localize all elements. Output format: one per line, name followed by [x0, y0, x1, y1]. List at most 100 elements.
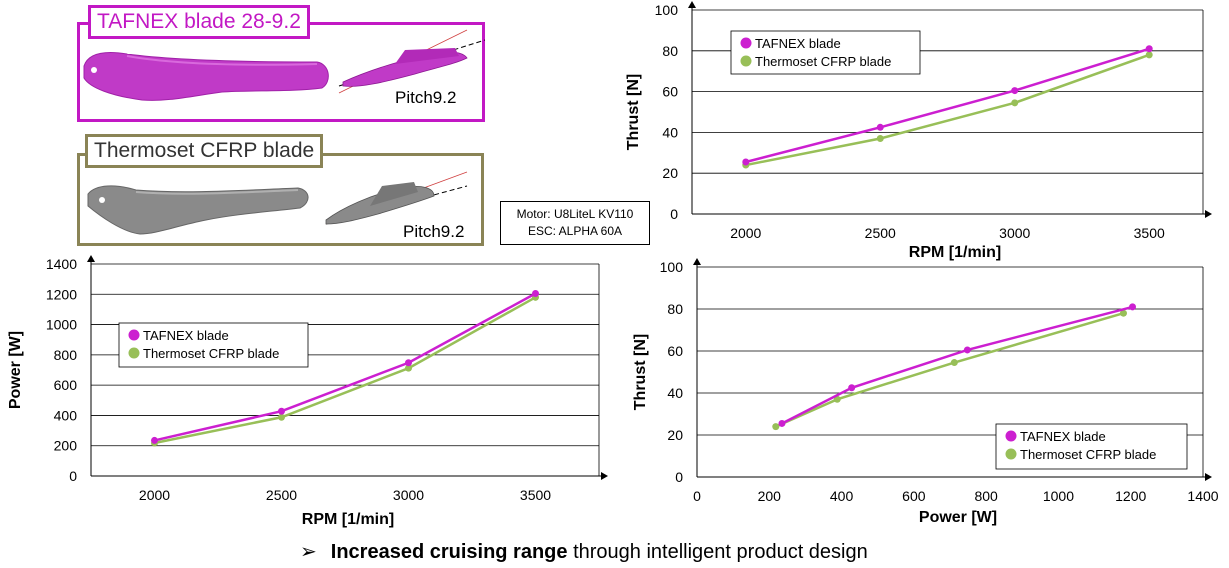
- x-tick-label: 1000: [1043, 488, 1074, 504]
- tafnex-pitch-label: Pitch9.2: [395, 88, 457, 107]
- legend-label: TAFNEX blade: [1020, 429, 1106, 444]
- x-tick-label: 1400: [1187, 488, 1218, 504]
- series-line-tafnex: [745, 47, 1150, 164]
- y-tick-label: 0: [69, 468, 77, 484]
- x-tick-label: 1200: [1115, 488, 1146, 504]
- y-tick-label: 1000: [46, 317, 77, 333]
- motor-label: Motor: U8LiteL KV110: [516, 207, 634, 221]
- series-line-tafnex: [154, 292, 537, 442]
- arrow-bullet-icon: ➢: [300, 541, 317, 563]
- power-rpm-chart: 0 200 400 600 800 1000 1200 1400 2000 2500 3000 350…: [7, 255, 608, 528]
- data-point-cfrp: [950, 359, 958, 367]
- tafnex-blade-title: TAFNEX blade 28-9.2: [88, 5, 310, 39]
- series-line-cfrp: [154, 296, 537, 445]
- x-tick-label: 3500: [1134, 225, 1165, 241]
- data-point-tafnex: [1129, 303, 1137, 311]
- tafnex-blade-image: [83, 52, 329, 101]
- x-tick-label: 600: [902, 488, 926, 504]
- y-tick-label: 400: [54, 407, 78, 423]
- legend-box: [118, 322, 309, 368]
- x-axis-arrow-icon: [1205, 473, 1212, 481]
- data-point-cfrp: [833, 395, 841, 403]
- series-line-cfrp: [775, 312, 1124, 428]
- data-point-cfrp: [772, 423, 780, 431]
- y-tick-label: 200: [54, 438, 78, 454]
- y-axis-label: Power [W]: [7, 331, 24, 409]
- y-axis-label: Thrust [N]: [632, 334, 649, 410]
- data-point-tafnex: [405, 359, 412, 367]
- y-tick-label: 0: [670, 206, 678, 222]
- series-line-tafnex: [781, 305, 1133, 425]
- x-tick-label: 2000: [139, 487, 170, 503]
- y-tick-label: 100: [660, 259, 684, 275]
- legend-label: Thermoset CFRP blade: [755, 54, 891, 69]
- data-point-tafnex: [532, 290, 539, 298]
- data-point-tafnex: [848, 384, 856, 392]
- data-point-tafnex: [1145, 45, 1153, 53]
- y-tick-label: 60: [662, 84, 678, 100]
- tafnex-blade-side-view: [338, 29, 485, 94]
- thrust-rpm-chart: 0 20 40 60 80 100 2000 2500 3000 3500 RPM [1/min] T…: [625, 1, 1212, 261]
- y-tick-label: 20: [662, 165, 678, 181]
- data-point-tafnex: [278, 407, 285, 415]
- legend-label: TAFNEX blade: [755, 36, 841, 51]
- legend-marker-tafnex: [128, 329, 140, 341]
- motor-spec-box: Motor: U8LiteL KV110 ESC: ALPHA 60A: [500, 201, 650, 245]
- cfrp-blade-image: [87, 185, 309, 235]
- x-tick-label: 800: [974, 488, 998, 504]
- data-point-cfrp: [405, 364, 412, 372]
- y-axis-label: Thrust [N]: [625, 74, 642, 150]
- legend-label: Thermoset CFRP blade: [143, 346, 279, 361]
- legend-marker-cfrp: [1005, 448, 1017, 460]
- y-tick-label: 40: [667, 385, 683, 401]
- y-tick-label: 20: [667, 427, 683, 443]
- y-axis-arrow-icon: [693, 258, 701, 265]
- y-axis-arrow-icon: [688, 1, 696, 8]
- x-axis-arrow-icon: [601, 472, 608, 480]
- legend-label: TAFNEX blade: [143, 328, 229, 343]
- legend-marker-cfrp: [128, 347, 140, 359]
- data-point-tafnex: [1011, 87, 1019, 95]
- x-tick-label: 2500: [865, 225, 896, 241]
- y-tick-label: 80: [662, 43, 678, 59]
- legend-marker-tafnex: [740, 37, 752, 49]
- data-point-tafnex: [963, 346, 971, 354]
- legend-box: [995, 423, 1188, 470]
- y-tick-label: 40: [662, 124, 678, 140]
- x-tick-label: 400: [830, 488, 854, 504]
- data-point-cfrp: [876, 135, 884, 143]
- data-point-cfrp: [278, 413, 285, 421]
- x-axis-label: RPM [1/min]: [302, 511, 394, 528]
- x-tick-label: 3000: [393, 487, 424, 503]
- footer-bold-text: Increased cruising range: [330, 541, 568, 563]
- cfrp-pitch-label: Pitch9.2: [403, 222, 465, 241]
- footer-statement: ➢ Increased cruising range through intell…: [300, 539, 868, 564]
- series-line-cfrp: [745, 53, 1150, 167]
- legend-label: Thermoset CFRP blade: [1020, 447, 1156, 462]
- y-axis-arrow-icon: [87, 255, 95, 262]
- y-tick-label: 1400: [46, 256, 77, 272]
- y-tick-label: 100: [655, 2, 679, 18]
- y-tick-label: 60: [667, 343, 683, 359]
- esc-label: ESC: ALPHA 60A: [527, 224, 623, 238]
- cfrp-blade-title: Thermoset CFRP blade: [85, 134, 324, 168]
- x-tick-label: 2500: [266, 487, 297, 503]
- y-tick-label: 600: [54, 377, 78, 393]
- x-tick-label: 2000: [730, 225, 761, 241]
- x-tick-label: 200: [758, 488, 782, 504]
- data-point-cfrp: [1119, 309, 1127, 317]
- legend-marker-cfrp: [740, 55, 752, 67]
- footer-text: through intelligent product design: [567, 541, 868, 563]
- x-tick-label: 3000: [999, 225, 1030, 241]
- legend-box: [730, 30, 921, 75]
- data-point-tafnex: [876, 123, 884, 131]
- data-point-tafnex: [778, 419, 786, 427]
- data-point-cfrp: [1011, 99, 1019, 107]
- x-tick-label: 0: [693, 488, 701, 504]
- x-tick-label: 3500: [520, 487, 551, 503]
- data-point-tafnex: [151, 436, 158, 444]
- x-axis-label: Power [W]: [919, 509, 997, 526]
- x-axis-label: RPM [1/min]: [909, 244, 1001, 261]
